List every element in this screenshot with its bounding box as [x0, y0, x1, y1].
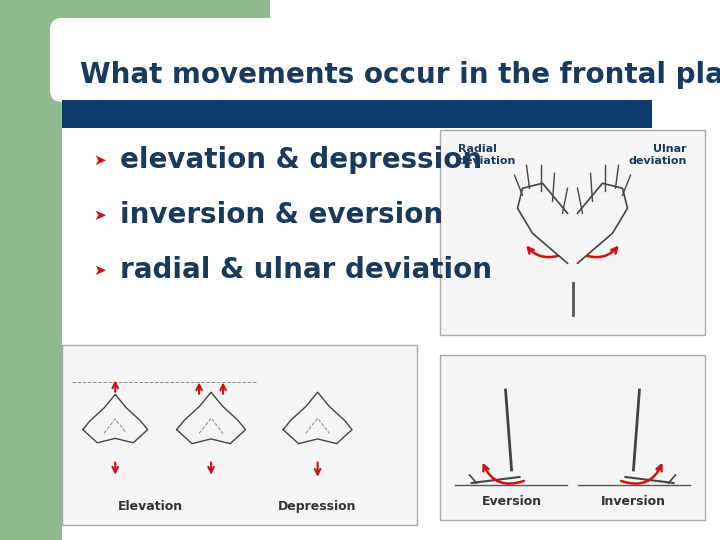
Text: What movements occur in the frontal plane?: What movements occur in the frontal plan…: [80, 61, 720, 89]
Text: ➤: ➤: [94, 262, 107, 278]
Text: elevation & depression: elevation & depression: [120, 146, 482, 174]
Bar: [440, 130, 705, 335]
Text: Ulnar
deviation: Ulnar deviation: [629, 144, 687, 166]
Bar: [62, 100, 652, 128]
Bar: [440, 355, 705, 520]
FancyBboxPatch shape: [50, 18, 289, 102]
Bar: [0, 0, 62, 540]
Text: inversion & eversion: inversion & eversion: [120, 201, 443, 229]
Text: radial & ulnar deviation: radial & ulnar deviation: [120, 256, 492, 284]
Text: Eversion: Eversion: [482, 495, 541, 508]
Text: Inversion: Inversion: [601, 495, 666, 508]
Text: Radial
deviation: Radial deviation: [458, 144, 516, 166]
Text: Elevation: Elevation: [118, 500, 184, 513]
Text: ➤: ➤: [94, 207, 107, 222]
Bar: [0, 0, 270, 80]
Bar: [62, 345, 417, 525]
Text: ➤: ➤: [94, 152, 107, 167]
Text: Depression: Depression: [279, 500, 357, 513]
